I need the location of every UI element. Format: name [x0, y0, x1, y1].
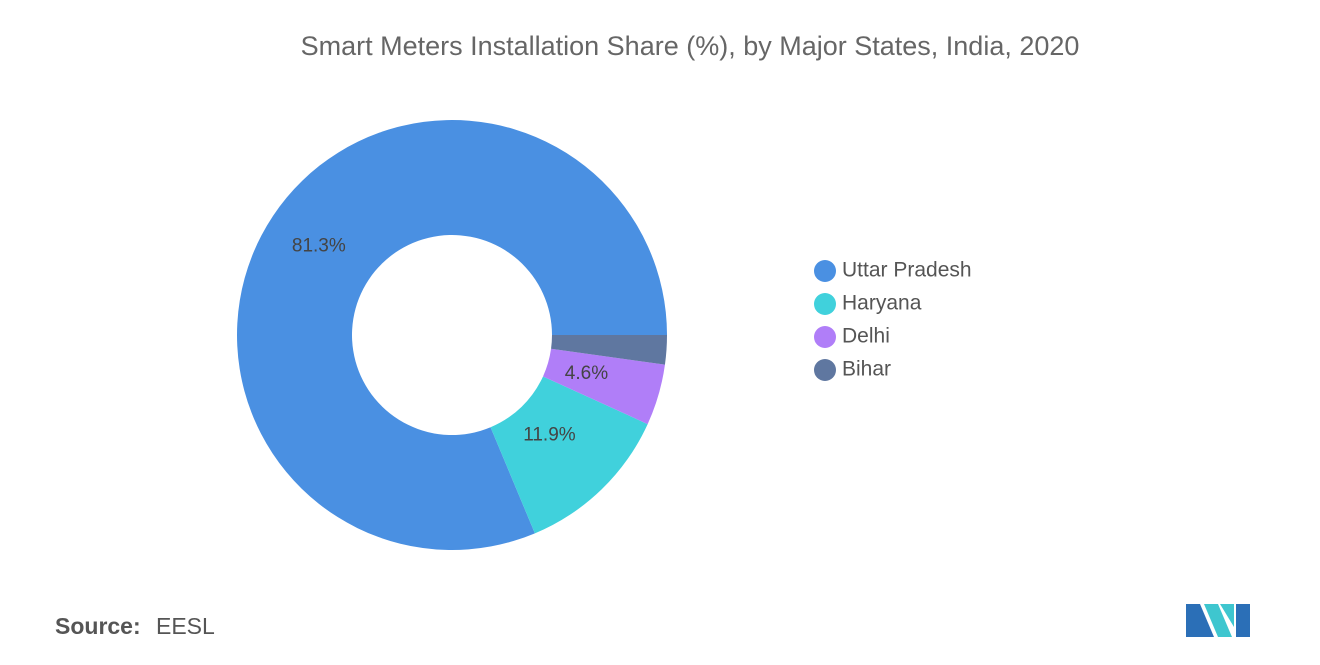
source: EESL: [156, 613, 215, 639]
logo: [1186, 604, 1250, 637]
slice: [551, 335, 667, 365]
legend-marker: [814, 293, 836, 315]
slice: [237, 120, 667, 550]
legend-label: Haryana: [842, 292, 922, 315]
data-label: 4.6%: [565, 363, 608, 384]
legend-marker: [814, 326, 836, 348]
legend-label: Delhi: [842, 325, 890, 348]
legend-marker: [814, 260, 836, 282]
legend-label: Bihar: [842, 358, 891, 381]
data-label: 11.9%: [523, 425, 576, 446]
data-label: 81.3%: [292, 235, 346, 256]
legend-label: Uttar Pradesh: [842, 259, 972, 282]
source-label: Source:: [55, 613, 141, 639]
legend-marker: [814, 359, 836, 381]
slice: [543, 348, 665, 425]
slice: [490, 376, 648, 534]
chart-title: Smart Meters Installation Share (%), by …: [301, 31, 1080, 61]
